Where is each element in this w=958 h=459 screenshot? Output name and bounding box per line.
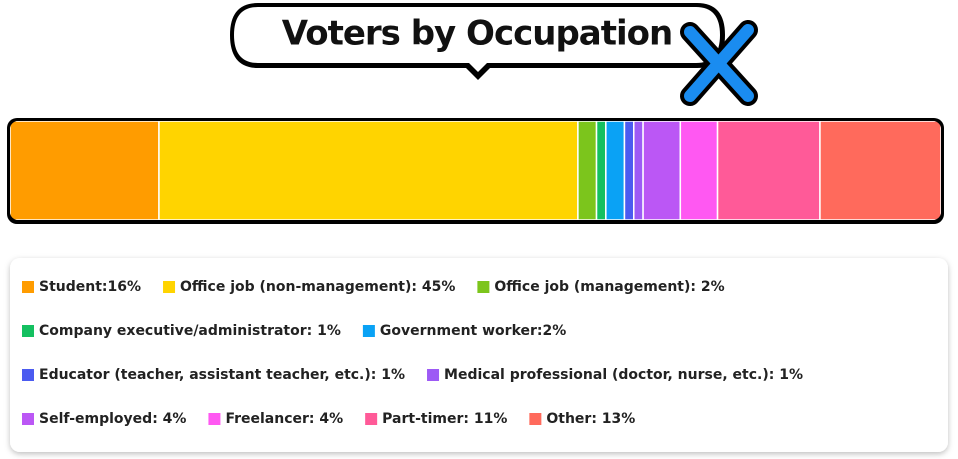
legend-swatch (22, 281, 34, 293)
legend-swatch (529, 413, 542, 425)
legend-swatch (477, 281, 490, 293)
legend-swatch (22, 325, 34, 337)
legend-swatch (427, 369, 440, 381)
legend-swatch (163, 281, 176, 293)
bar-segment (716, 121, 821, 220)
legend-label: Educator (teacher, assistant teacher, et… (39, 367, 405, 383)
legend-label: Office job (non-management): 45% (180, 279, 455, 295)
legend-label: Government worker:2% (380, 323, 566, 339)
chart-title: Voters by Occupation (282, 14, 672, 54)
legend-swatch (362, 325, 375, 337)
bar-segment (595, 121, 607, 220)
legend-label: Self-employed: 4% (39, 411, 186, 427)
legend-swatch (22, 413, 34, 425)
bar-segment (158, 121, 579, 220)
bar-segment (642, 121, 682, 220)
bar-segment (10, 121, 160, 220)
bar-segment (623, 121, 635, 220)
bar-segment (679, 121, 719, 220)
bar-segment (819, 121, 941, 220)
legend-swatch (208, 413, 221, 425)
legend-panel (10, 258, 948, 452)
legend-label: Other: 13% (546, 411, 635, 427)
bar-segment (577, 121, 598, 220)
bar-group (10, 121, 941, 220)
legend-label: Freelancer: 4% (225, 411, 343, 427)
legend-label: Company executive/administrator: 1% (39, 323, 341, 339)
bar-segment (605, 121, 626, 220)
legend-label: Student:16% (39, 279, 141, 295)
legend-swatch (365, 413, 378, 425)
legend-label: Medical professional (doctor, nurse, etc… (444, 367, 803, 383)
title-bubble (230, 3, 725, 80)
legend-label: Part-timer: 11% (382, 411, 507, 427)
x-icon (680, 20, 758, 106)
legend-swatch (22, 369, 34, 381)
bar-segment (633, 121, 644, 220)
legend-label: Office job (management): 2% (494, 279, 724, 295)
